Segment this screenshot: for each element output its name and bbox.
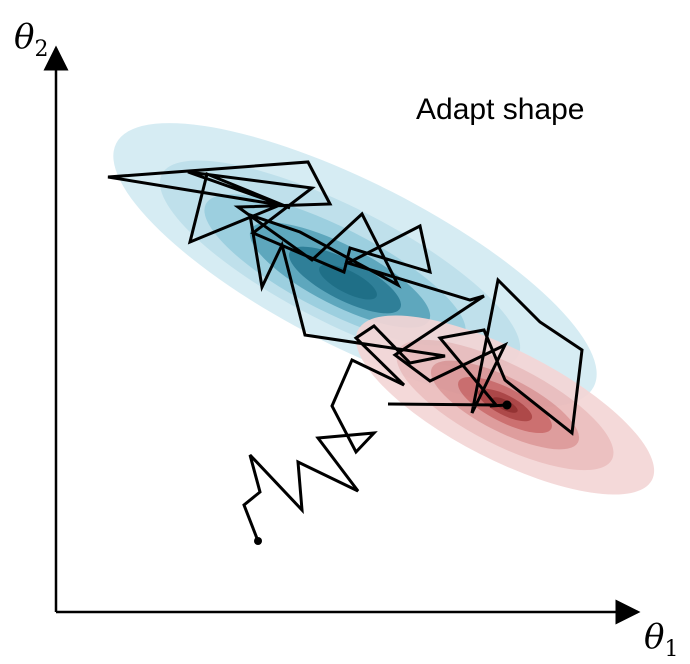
x-axis-label-main: θ — [644, 617, 664, 657]
y-axis-label-sub: 2 — [34, 37, 48, 62]
x-axis-label-sub: 1 — [664, 637, 678, 662]
blue-contour-6 — [319, 264, 377, 300]
trace-final-step — [489, 403, 508, 408]
y-axis-label-main: θ — [14, 17, 34, 57]
annotation-text: Adapt shape — [416, 93, 584, 126]
x-axis-label: θ1 — [644, 617, 678, 662]
sampling-trace — [107, 160, 584, 542]
trace-start-point — [254, 537, 262, 545]
y-axis-label: θ2 — [14, 17, 48, 62]
